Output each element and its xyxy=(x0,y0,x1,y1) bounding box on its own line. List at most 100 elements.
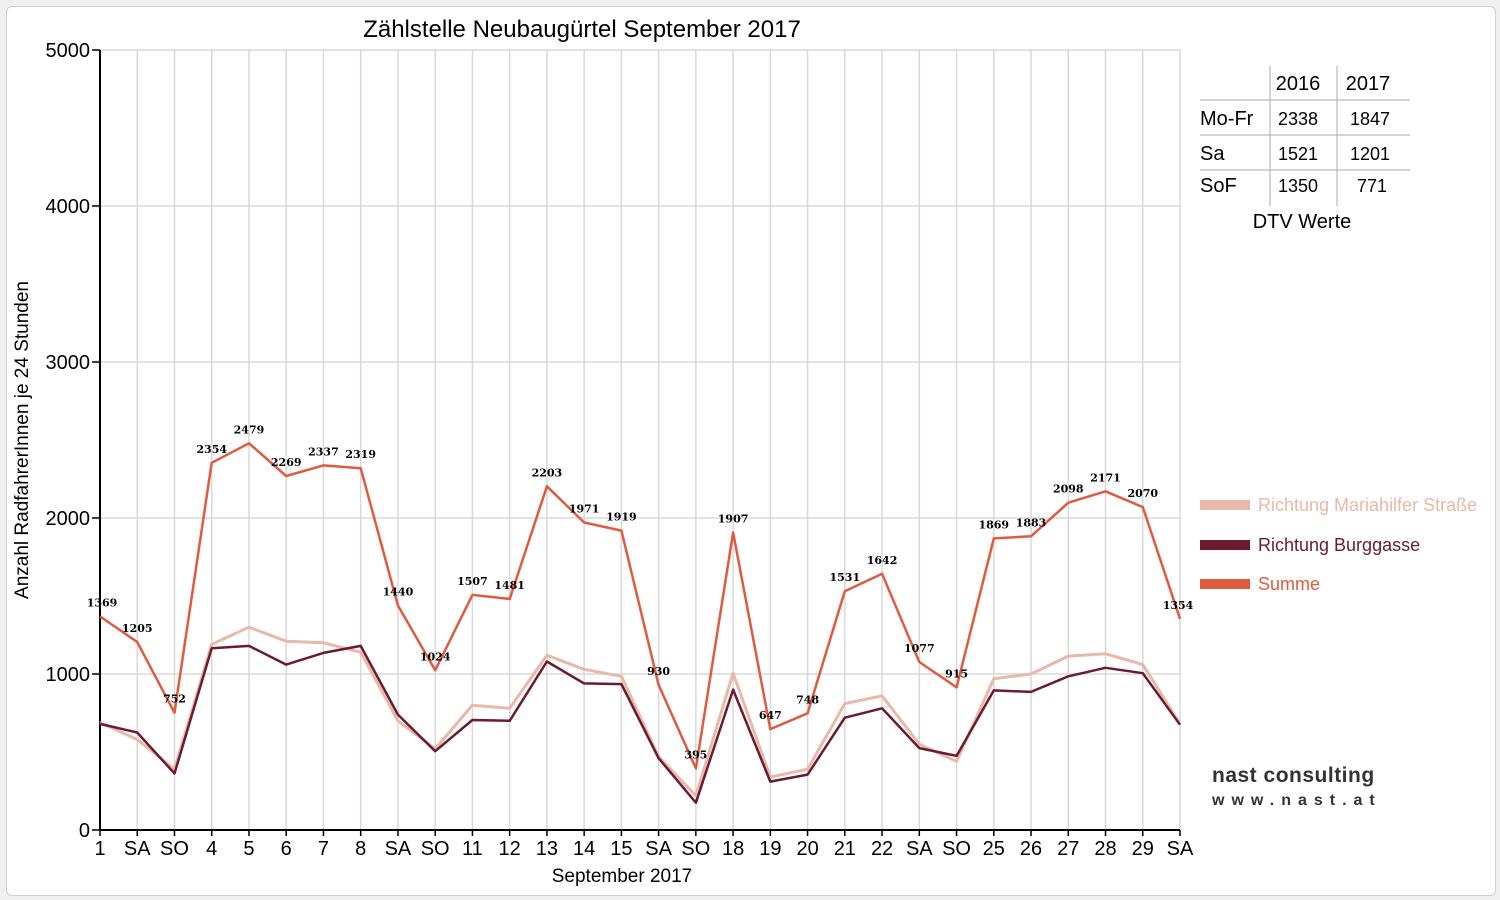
data-label: 1077 xyxy=(904,642,935,655)
legend: Richtung Mariahilfer Straße Richtung Bur… xyxy=(1200,495,1477,594)
legend-swatch-burggasse xyxy=(1200,540,1250,550)
data-label: 395 xyxy=(684,748,707,761)
data-label: 1907 xyxy=(718,513,749,526)
x-axis-title: September 2017 xyxy=(552,866,693,887)
data-label: 1919 xyxy=(606,511,637,524)
y-tick-labels: 0 1000 2000 3000 4000 5000 xyxy=(46,40,91,842)
x-tick-label: SO xyxy=(942,838,971,860)
data-label: 748 xyxy=(796,693,819,706)
series-line-burggasse xyxy=(99,644,1182,804)
x-tick-labels: 1 SA SO 4 5 6 7 8 SA SO 11 12 13 14 15 SA SO 18 19 20 21 22 SA… xyxy=(94,838,1194,860)
data-label: 647 xyxy=(759,709,782,722)
dtv-sa-2016: 1521 xyxy=(1278,144,1318,164)
y-tick-label: 1000 xyxy=(46,664,91,686)
dtv-mofr-2016: 2338 xyxy=(1278,109,1318,129)
data-label: 1369 xyxy=(87,596,118,609)
x-tick-label: 22 xyxy=(871,838,893,860)
data-label: 2479 xyxy=(234,423,265,436)
x-tick-label: 6 xyxy=(281,838,292,860)
data-label: 1205 xyxy=(122,622,153,635)
x-tick-label: SO xyxy=(160,838,189,860)
x-tick-label: 11 xyxy=(462,838,483,860)
dtv-row-label-sa: Sa xyxy=(1200,143,1225,165)
series-line-summe xyxy=(99,442,1182,770)
axes xyxy=(92,49,1181,836)
y-tick-label: 4000 xyxy=(46,196,91,218)
dtv-header-2016: 2016 xyxy=(1276,73,1321,95)
x-tick-label: 13 xyxy=(536,838,558,860)
x-tick-label: 28 xyxy=(1094,838,1116,860)
dtv-row-label-sof: SoF xyxy=(1200,175,1237,197)
data-label: 1507 xyxy=(457,575,488,588)
dtv-caption: DTV Werte xyxy=(1253,211,1352,233)
data-label: 1642 xyxy=(867,554,898,567)
y-tick-label: 3000 xyxy=(46,352,91,374)
data-label: 1440 xyxy=(383,585,414,598)
legend-label-summe: Summe xyxy=(1258,574,1320,594)
data-label: 1971 xyxy=(569,503,600,516)
data-label: 1481 xyxy=(494,579,525,592)
data-labels: 1369 1205 752 2354 2479 2269 2337 2319 1440 1024 1… xyxy=(87,423,1194,761)
data-label: 752 xyxy=(163,693,186,706)
logo-name: nast consulting xyxy=(1212,764,1375,787)
x-tick-label: 7 xyxy=(318,838,329,860)
x-tick-label: 21 xyxy=(834,838,856,860)
data-label: 2337 xyxy=(308,445,339,458)
x-tick-label: 1 xyxy=(94,838,105,860)
x-tick-label: SA xyxy=(906,838,933,860)
data-label: 1531 xyxy=(830,571,861,584)
dtv-header-2017: 2017 xyxy=(1346,73,1391,95)
dtv-table: 2016 2017 Mo-Fr 2338 1847 Sa 1521 1201 S… xyxy=(1200,66,1410,233)
dtv-mofr-2017: 1847 xyxy=(1350,109,1390,129)
x-tick-label: 29 xyxy=(1132,838,1154,860)
data-label: 1869 xyxy=(978,518,1009,531)
horizontal-gridlines xyxy=(100,49,1180,675)
data-label: 930 xyxy=(647,665,670,678)
data-label: 2354 xyxy=(196,443,227,456)
x-tick-label: 12 xyxy=(499,838,521,860)
chart-title: Zählstelle Neubaugürtel September 2017 xyxy=(363,16,801,43)
series-lines xyxy=(99,442,1182,804)
logo-url: www.nast.at xyxy=(1212,792,1382,809)
x-tick-label: SO xyxy=(421,838,450,860)
data-label: 2269 xyxy=(271,456,302,469)
x-tick-label: SA xyxy=(645,838,672,860)
data-label: 2319 xyxy=(345,448,376,461)
y-tick-label: 5000 xyxy=(46,40,91,62)
x-tick-label: 5 xyxy=(243,838,254,860)
x-tick-label: 18 xyxy=(722,838,744,860)
y-axis-title: Anzahl RadfahrerInnen je 24 Stunden xyxy=(12,281,33,599)
x-tick-label: SA xyxy=(124,838,151,860)
vertical-gridlines xyxy=(136,50,1181,830)
x-tick-label: 4 xyxy=(206,838,217,860)
data-label: 2098 xyxy=(1053,483,1084,496)
y-tick-label: 2000 xyxy=(46,508,91,530)
data-label: 915 xyxy=(945,667,968,680)
x-tick-label: SO xyxy=(681,838,710,860)
nast-consulting-logo: nast consulting www.nast.at xyxy=(1200,750,1443,825)
dtv-sa-2017: 1201 xyxy=(1350,144,1390,164)
dtv-sof-2016: 1350 xyxy=(1278,176,1318,196)
x-tick-label: 25 xyxy=(983,838,1005,860)
dtv-sof-2017: 771 xyxy=(1357,176,1387,196)
x-tick-label: 14 xyxy=(573,838,595,860)
legend-swatch-summe xyxy=(1200,579,1250,589)
chart-frame xyxy=(6,6,1496,896)
data-label: 1024 xyxy=(420,650,451,663)
x-tick-label: 27 xyxy=(1057,838,1079,860)
series-line-mariahilfer xyxy=(99,625,1182,798)
x-tick-label: SA xyxy=(1167,838,1194,860)
data-label: 2070 xyxy=(1127,487,1158,500)
dtv-row-label-mofr: Mo-Fr xyxy=(1200,108,1254,130)
legend-label-mariahilfer: Richtung Mariahilfer Straße xyxy=(1258,495,1477,515)
legend-swatch-mariahilfer xyxy=(1200,500,1250,510)
data-label: 2171 xyxy=(1090,471,1121,484)
x-tick-label: 19 xyxy=(759,838,781,860)
data-label: 2203 xyxy=(532,466,563,479)
x-tick-label: 15 xyxy=(610,838,632,860)
x-tick-label: 8 xyxy=(355,838,366,860)
data-label: 1354 xyxy=(1163,599,1194,612)
legend-label-burggasse: Richtung Burggasse xyxy=(1258,535,1420,555)
x-tick-label: SA xyxy=(385,838,412,860)
